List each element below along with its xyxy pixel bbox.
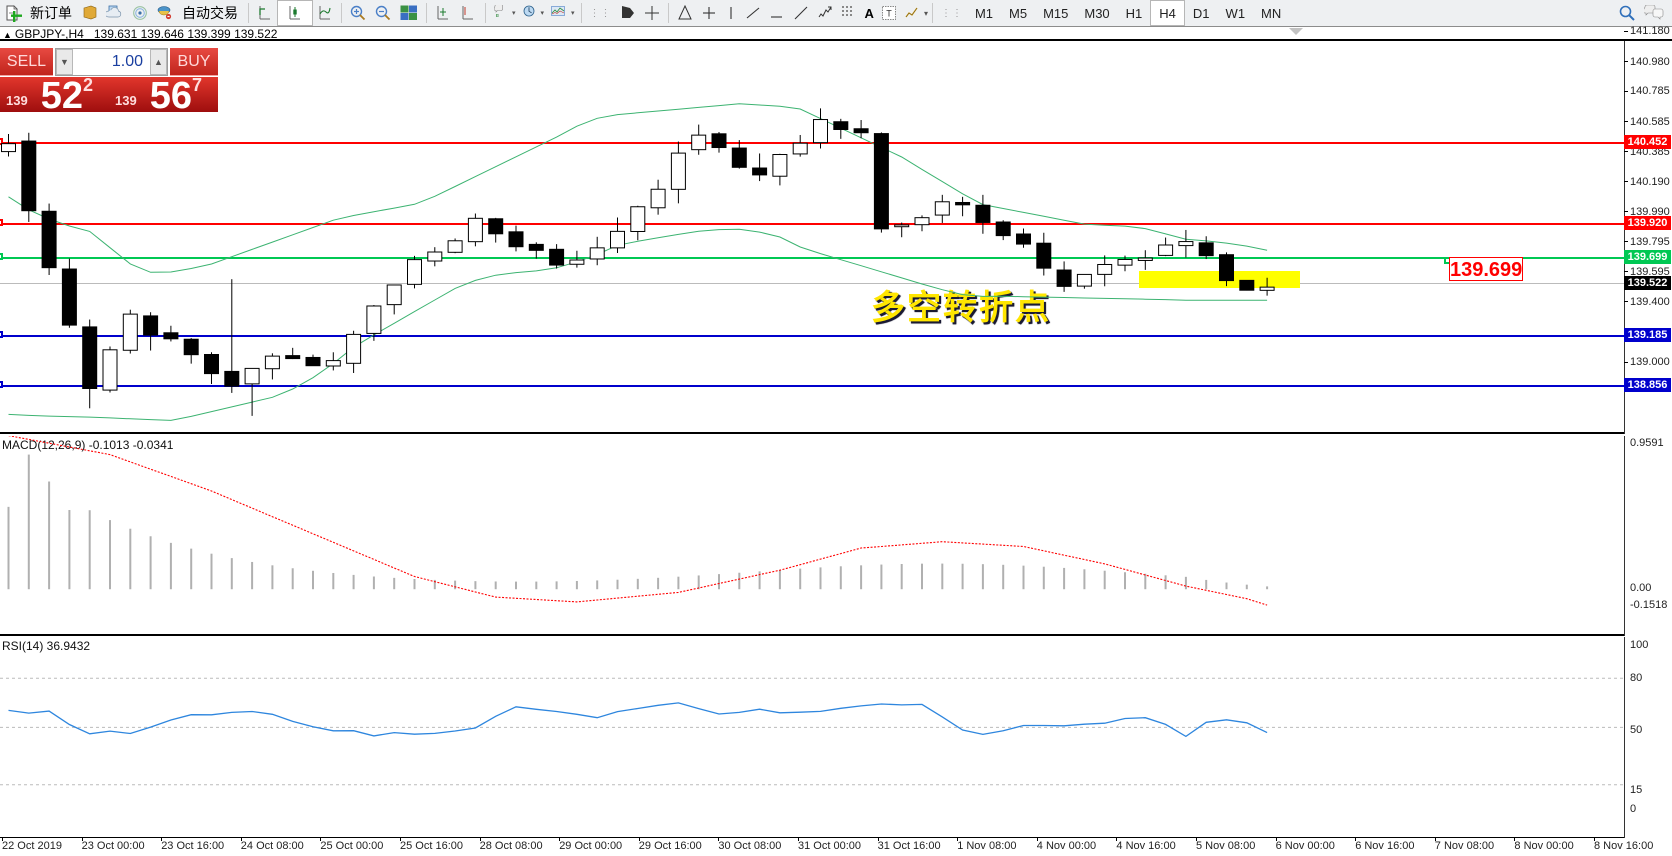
svg-text:T: T	[886, 9, 892, 19]
